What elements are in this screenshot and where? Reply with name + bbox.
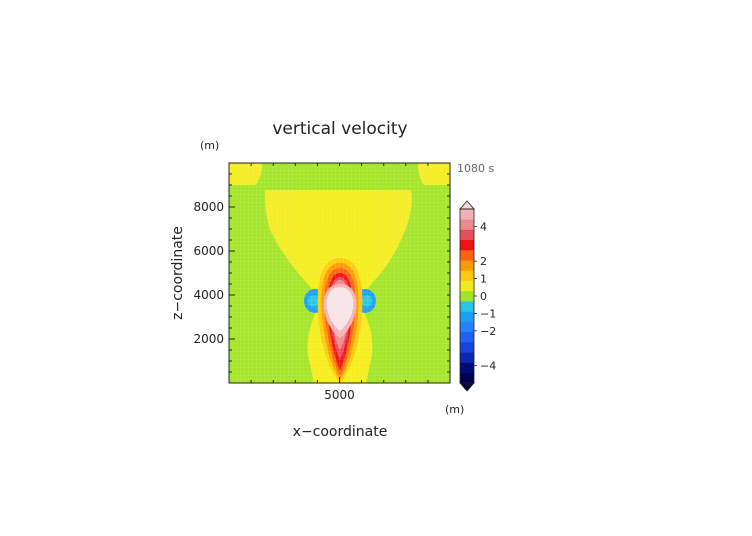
- colorbar-segment: [460, 219, 474, 230]
- colorbar-segment: [460, 321, 474, 333]
- y-axis-ticks: 2000 4000 6000 8000: [193, 173, 450, 373]
- downdraft-left-inner: [308, 295, 318, 307]
- colorbar-segment: [460, 229, 474, 241]
- x-axis-ticks: 5000: [250, 163, 429, 402]
- chart-title: vertical velocity: [272, 119, 407, 139]
- y-axis-label: z−coordinate: [170, 226, 186, 320]
- colorbar-tick-label: −2: [480, 325, 496, 338]
- y-unit-label: (m): [200, 139, 219, 152]
- colorbar-tick-label: 0: [480, 290, 487, 303]
- colorbar-segment: [460, 352, 474, 363]
- time-label: 1080 s: [457, 162, 494, 175]
- colorbar-segment: [460, 311, 474, 322]
- colorbar-tick-label: 4: [480, 220, 487, 233]
- colorbar-segment: [460, 290, 474, 302]
- x-unit-label: (m): [445, 403, 464, 416]
- y-tick-label: 6000: [193, 244, 224, 258]
- colorbar-segment: [460, 362, 474, 374]
- colorbar-extend-min: [459, 382, 475, 392]
- colorbar-segment: [460, 209, 474, 220]
- x-axis-label: x−coordinate: [293, 424, 388, 440]
- colorbar-tick-label: −4: [480, 360, 496, 373]
- colorbar-segment: [460, 280, 474, 292]
- colorbar-extend-max: [459, 200, 475, 210]
- colorbar-segment: [460, 239, 474, 251]
- y-tick-label: 8000: [193, 200, 224, 214]
- colorbar: 4 2 1 0 −1 −2 −4: [459, 200, 496, 392]
- grid-texture: [229, 163, 450, 383]
- colorbar-segment: [460, 342, 474, 353]
- corner-patch-right: [418, 163, 450, 185]
- y-tick-label: 2000: [193, 332, 224, 346]
- y-tick-label: 4000: [193, 288, 224, 302]
- downdraft-right-inner: [362, 295, 372, 307]
- contour-field: [229, 163, 450, 383]
- colorbar-segment: [460, 372, 474, 384]
- x-tick-label: 5000: [324, 388, 355, 402]
- updraft-core-max: [326, 287, 354, 331]
- colorbar-tick-label: 2: [480, 255, 487, 268]
- weak-updraft-region: [264, 190, 412, 296]
- corner-patch-left: [229, 163, 262, 185]
- colorbar-segment: [460, 270, 474, 281]
- colorbar-segment: [460, 249, 474, 261]
- colorbar-segment: [460, 301, 474, 312]
- colorbar-segment: [460, 331, 474, 343]
- colorbar-segment: [460, 260, 474, 271]
- colorbar-tick-label: 1: [480, 273, 487, 286]
- colorbar-tick-label: −1: [480, 307, 496, 320]
